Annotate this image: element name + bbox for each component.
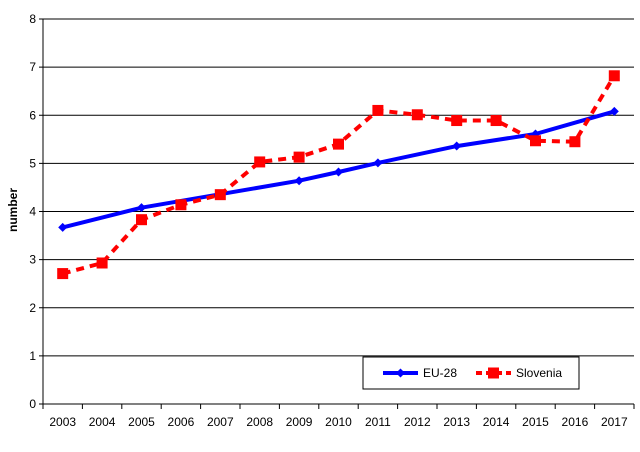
axes: 0 1 2 3 4 5 6 7 8 2003 2004 2005 2006 2007 2008 2009 201… [29,12,635,429]
y-axis-title: number [6,188,20,232]
data-point [451,115,463,127]
x-tick-label: 2016 [562,415,589,429]
gridlines [43,18,634,357]
data-point [137,203,146,213]
data-point [569,136,581,148]
data-point [372,104,384,116]
y-tick-label: 7 [29,60,36,74]
data-point [294,176,304,186]
data-point [293,151,305,163]
legend-label: EU-28 [423,366,457,380]
x-tick-label: 2015 [522,415,549,429]
x-tick-label: 2013 [443,415,470,429]
x-tick-label: 2008 [246,415,273,429]
y-tick-label: 0 [29,397,36,411]
data-point [57,268,69,280]
legend-label: Slovenia [516,366,562,380]
data-point [452,141,462,151]
data-point [175,199,187,211]
data-point [254,156,266,168]
x-tick-label: 2007 [207,415,234,429]
x-tick-label: 2004 [89,415,116,429]
x-tick-label: 2014 [483,415,510,429]
data-point [411,109,423,121]
y-tick-label: 1 [29,349,36,363]
data-point [136,214,147,226]
series-eu-28 [58,106,619,232]
y-tick-label: 2 [29,301,36,315]
x-tick-label: 2003 [49,415,76,429]
series-slovenia [57,70,620,280]
data-point [214,189,226,201]
x-tick-label: 2006 [168,415,195,429]
data-point [373,158,383,168]
y-tick-label: 8 [29,12,36,26]
legend-marker [396,368,405,378]
x-tick-label: 2005 [128,415,155,429]
x-tick-label: 2010 [325,415,352,429]
y-tick-label: 6 [29,108,36,122]
series-line [62,109,615,230]
data-point [96,257,108,269]
data-point [334,167,343,177]
x-tick-label: 2009 [286,415,313,429]
data-point [609,106,619,116]
data-point [333,138,344,150]
x-tick-label: 2011 [365,415,391,429]
y-tick-label: 3 [29,253,36,267]
series-lines [57,70,620,280]
y-tick-label: 4 [29,205,36,219]
data-point [530,135,541,147]
x-tick-label: 2012 [404,415,431,429]
data-point [608,70,620,82]
data-point [58,222,68,232]
x-tick-label: 2017 [601,415,628,429]
legend: EU-28 Slovenia [362,356,580,390]
data-point [490,115,502,127]
legend-marker [488,367,499,379]
y-tick-label: 5 [29,156,36,170]
